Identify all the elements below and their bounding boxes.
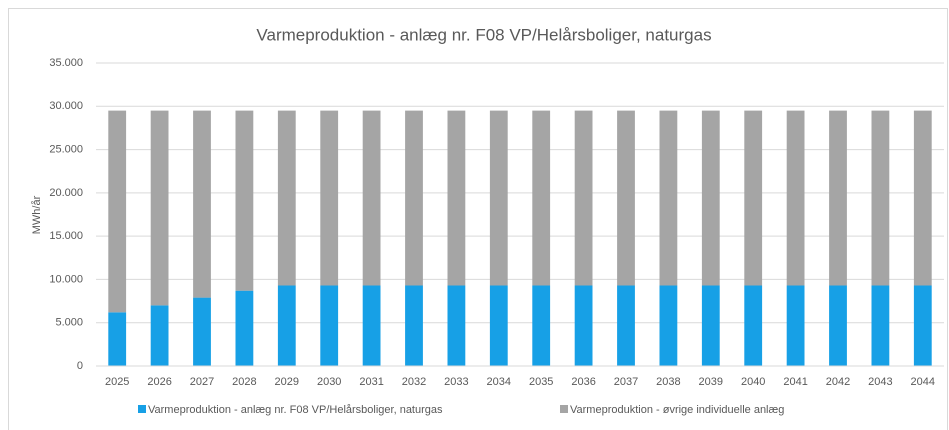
y-tick-label: 15.000 — [49, 230, 83, 242]
bar-segment — [320, 285, 339, 366]
bar-segment — [447, 110, 466, 286]
x-tick-label: 2039 — [699, 376, 723, 388]
bar-segment — [193, 297, 211, 366]
bar-segment — [574, 285, 593, 366]
bar-segment — [786, 110, 805, 286]
bar-segment — [489, 285, 508, 366]
bar-segment — [108, 110, 127, 313]
chart-title: Varmeproduktion - anlæg nr. F08 VP/Helår… — [256, 25, 711, 44]
legend-label: Varmeproduktion - øvrige individuelle an… — [570, 404, 784, 416]
bar-segment — [277, 285, 296, 366]
y-tick-label: 35.000 — [49, 57, 83, 69]
bar-segment — [744, 285, 763, 366]
bar-segment — [362, 285, 381, 366]
bar-segment — [447, 285, 466, 366]
bar-segment — [150, 305, 169, 366]
bar-segment — [193, 110, 211, 298]
legend-label: Varmeproduktion - anlæg nr. F08 VP/Helår… — [148, 404, 443, 416]
y-tick-label: 10.000 — [49, 273, 83, 285]
bar-segment — [320, 110, 339, 286]
x-tick-label: 2044 — [911, 376, 935, 388]
bar-segment — [659, 285, 678, 366]
x-tick-label: 2035 — [529, 376, 553, 388]
bar-segment — [574, 110, 593, 286]
x-tick-label: 2030 — [317, 376, 341, 388]
bar-segment — [532, 285, 551, 366]
y-tick-label: 0 — [77, 360, 83, 372]
x-tick-label: 2028 — [232, 376, 256, 388]
bar-segment — [744, 110, 763, 286]
x-tick-label: 2034 — [487, 376, 511, 388]
bar-segment — [829, 285, 847, 366]
bar-segment — [871, 285, 890, 366]
x-tick-label: 2036 — [571, 376, 595, 388]
y-tick-label: 5.000 — [55, 317, 83, 329]
bar-segment — [701, 110, 720, 286]
legend-swatch — [560, 405, 568, 413]
bar-segment — [786, 285, 805, 366]
x-tick-label: 2032 — [402, 376, 426, 388]
chart-frame — [8, 8, 948, 430]
y-tick-label: 30.000 — [49, 100, 83, 112]
x-tick-label: 2025 — [105, 376, 129, 388]
bar-segment — [532, 110, 551, 286]
bar-segment — [913, 110, 932, 286]
bar-segment — [829, 110, 847, 286]
x-tick-label: 2037 — [614, 376, 638, 388]
bar-segment — [659, 110, 678, 286]
x-tick-label: 2027 — [190, 376, 214, 388]
x-tick-label: 2031 — [359, 376, 383, 388]
y-tick-label: 20.000 — [49, 187, 83, 199]
bar-segment — [489, 110, 508, 286]
x-tick-label: 2040 — [741, 376, 765, 388]
bar-segment — [871, 110, 890, 286]
legend-swatch — [138, 405, 146, 413]
bar-segment — [362, 110, 381, 286]
bar-segment — [277, 110, 296, 286]
y-tick-label: 25.000 — [49, 143, 83, 155]
y-axis-label: MWh/år — [31, 195, 43, 234]
bar-segment — [235, 110, 254, 291]
x-tick-label: 2042 — [826, 376, 850, 388]
x-tick-label: 2033 — [444, 376, 468, 388]
bar-segment — [150, 110, 169, 306]
bar-segment — [108, 312, 127, 366]
bar-segment — [405, 285, 423, 366]
bar-segment — [913, 285, 932, 366]
bar-segment — [617, 110, 635, 286]
x-tick-label: 2026 — [147, 376, 171, 388]
bar-segment — [235, 290, 254, 366]
x-tick-label: 2038 — [656, 376, 680, 388]
bar-segment — [617, 285, 635, 366]
x-tick-label: 2043 — [868, 376, 892, 388]
x-tick-label: 2029 — [275, 376, 299, 388]
bar-segment — [701, 285, 720, 366]
x-tick-label: 2041 — [783, 376, 807, 388]
bar-segment — [405, 110, 423, 286]
